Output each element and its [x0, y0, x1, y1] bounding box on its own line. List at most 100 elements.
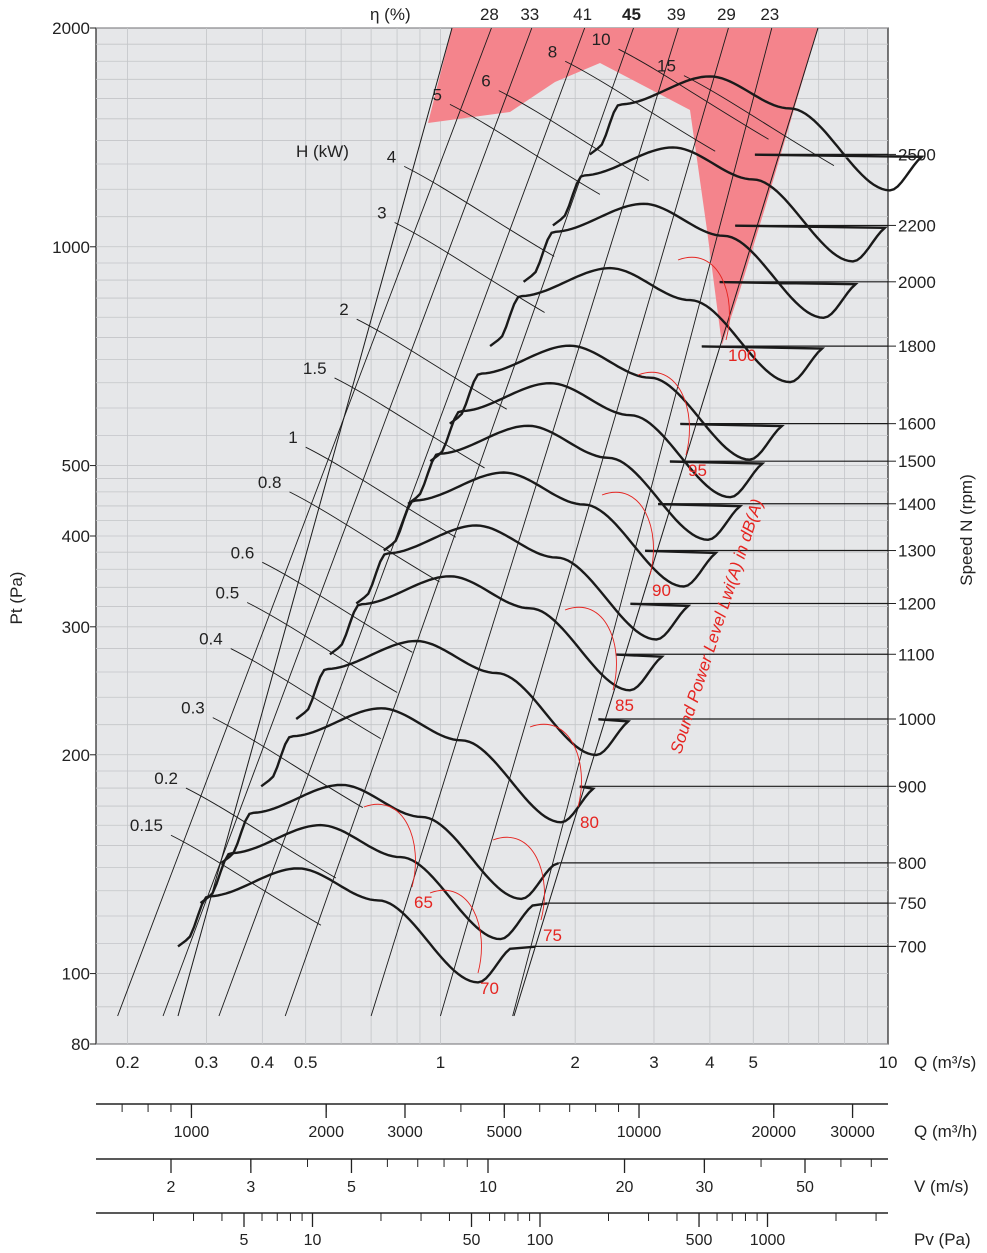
speed-curve [177, 867, 536, 984]
sound-line [564, 607, 617, 691]
scale-label: 3000 [387, 1124, 423, 1141]
power-label: 15 [657, 57, 676, 76]
y-axis-title: Pt (Pa) [7, 572, 26, 625]
sound-line [363, 804, 416, 888]
x-tick-label: 0.2 [116, 1053, 140, 1072]
scale-label: 30 [695, 1179, 713, 1196]
v-axis-title: V (m/s) [914, 1177, 969, 1196]
scale-label: 20 [616, 1179, 634, 1196]
sound-label: 65 [414, 893, 433, 912]
speed-curve [589, 75, 925, 192]
speed-label: 1400 [898, 495, 936, 514]
power-label: 2 [339, 300, 348, 319]
sound-line [637, 372, 690, 456]
speed-curve [407, 424, 744, 542]
right-boundary [513, 27, 819, 1017]
power-line [246, 602, 398, 693]
power-line [394, 222, 545, 313]
power-label: 0.5 [216, 584, 240, 603]
power-label: 0.4 [199, 630, 223, 649]
scale-label: 10 [304, 1232, 322, 1249]
speed-curve [429, 381, 766, 499]
speed-label: 1600 [898, 415, 936, 434]
x-tick-label: 0.5 [294, 1053, 318, 1072]
scale-label: 5000 [486, 1124, 522, 1141]
speed-label: 900 [898, 777, 926, 796]
sound-label: 75 [543, 926, 562, 945]
power-line [404, 166, 555, 257]
speed-label: 1200 [898, 594, 936, 613]
power-line [262, 561, 413, 653]
y-tick-label: 500 [62, 457, 90, 476]
power-line [564, 60, 716, 152]
power-label: 1 [288, 428, 297, 447]
x-tick-label: 2 [570, 1053, 579, 1072]
power-label: 0.3 [181, 699, 205, 718]
power-line [334, 377, 485, 469]
plot-curves: 28 33 41 45 39 29 23 5 6 8 10 15 4 3 2 1.5 1 0.8 0.6 0.5 0.4… [117, 5, 925, 1017]
x-tick-label: 3 [649, 1053, 658, 1072]
efficiency-label: 28 [480, 5, 499, 24]
scale-label: 50 [796, 1179, 814, 1196]
sound-label: 90 [652, 581, 671, 600]
efficiency-line [117, 27, 492, 1017]
power-label: 6 [481, 72, 490, 91]
speed-label: 1800 [898, 337, 936, 356]
y-tick-label: 1000 [52, 238, 90, 257]
x-tick-label: 1 [436, 1053, 445, 1072]
x-tick-label: 0.4 [251, 1053, 275, 1072]
x-tick-label: 0.3 [195, 1053, 219, 1072]
efficiency-label: 33 [520, 5, 539, 24]
power-label: 10 [592, 30, 611, 49]
power-label: 0.6 [231, 543, 255, 562]
efficiency-line [370, 27, 679, 1017]
speed-curve [489, 266, 826, 384]
efficiency-line [439, 27, 729, 1017]
sound-label: 70 [480, 979, 499, 998]
power-label: 0.2 [154, 769, 178, 788]
efficiency-line [512, 27, 773, 1017]
sound-label: 80 [580, 813, 599, 832]
scale-label: 10 [479, 1179, 497, 1196]
scale-label: 5 [347, 1179, 356, 1196]
y-tick-label: 300 [62, 618, 90, 637]
scale-label: 5 [240, 1232, 249, 1249]
power-line [356, 318, 507, 410]
speed-label: 1300 [898, 542, 936, 561]
power-line [498, 90, 649, 182]
speed-label: 1100 [898, 645, 935, 664]
scale-label: 100 [527, 1232, 554, 1249]
speed-curve [383, 471, 719, 588]
sound-label: 85 [615, 696, 634, 715]
speed-label: 2200 [898, 216, 936, 235]
power-line [683, 75, 835, 166]
sound-line [601, 492, 654, 576]
y-tick-label: 200 [62, 746, 90, 765]
x-tick-label: 10 [879, 1053, 898, 1072]
sound-label: 100 [728, 346, 756, 365]
speed-label: 1500 [898, 452, 936, 471]
scale-label: 3 [246, 1179, 255, 1196]
power-line [305, 446, 456, 538]
power-line [170, 834, 322, 926]
efficiency-title: η (%) [370, 5, 411, 24]
y-tick-label: 100 [62, 965, 90, 984]
axes: 2000 1000 500 400 300 200 100 80 0.2 0.3 0.4 0.5 1 2 3… [52, 19, 936, 1249]
scale-label: 50 [463, 1232, 481, 1249]
scale-label: 500 [686, 1232, 713, 1249]
sound-line [429, 890, 482, 974]
scale-label: 2000 [308, 1124, 344, 1141]
speed-curve [295, 639, 632, 757]
speed-curve [260, 707, 596, 824]
qh-axis-title: Q (m³/h) [914, 1122, 977, 1141]
x-tick-label: 5 [749, 1053, 758, 1072]
sound-line [492, 837, 545, 921]
left-boundary [177, 27, 453, 1017]
pv-axis-title: Pv (Pa) [914, 1230, 971, 1249]
speed-axis-title: Speed N (rpm) [957, 474, 976, 585]
power-line [449, 104, 601, 195]
power-line [289, 491, 440, 583]
x-tick-label: 4 [705, 1053, 714, 1072]
power-label: 4 [387, 147, 396, 166]
power-line [212, 717, 364, 808]
